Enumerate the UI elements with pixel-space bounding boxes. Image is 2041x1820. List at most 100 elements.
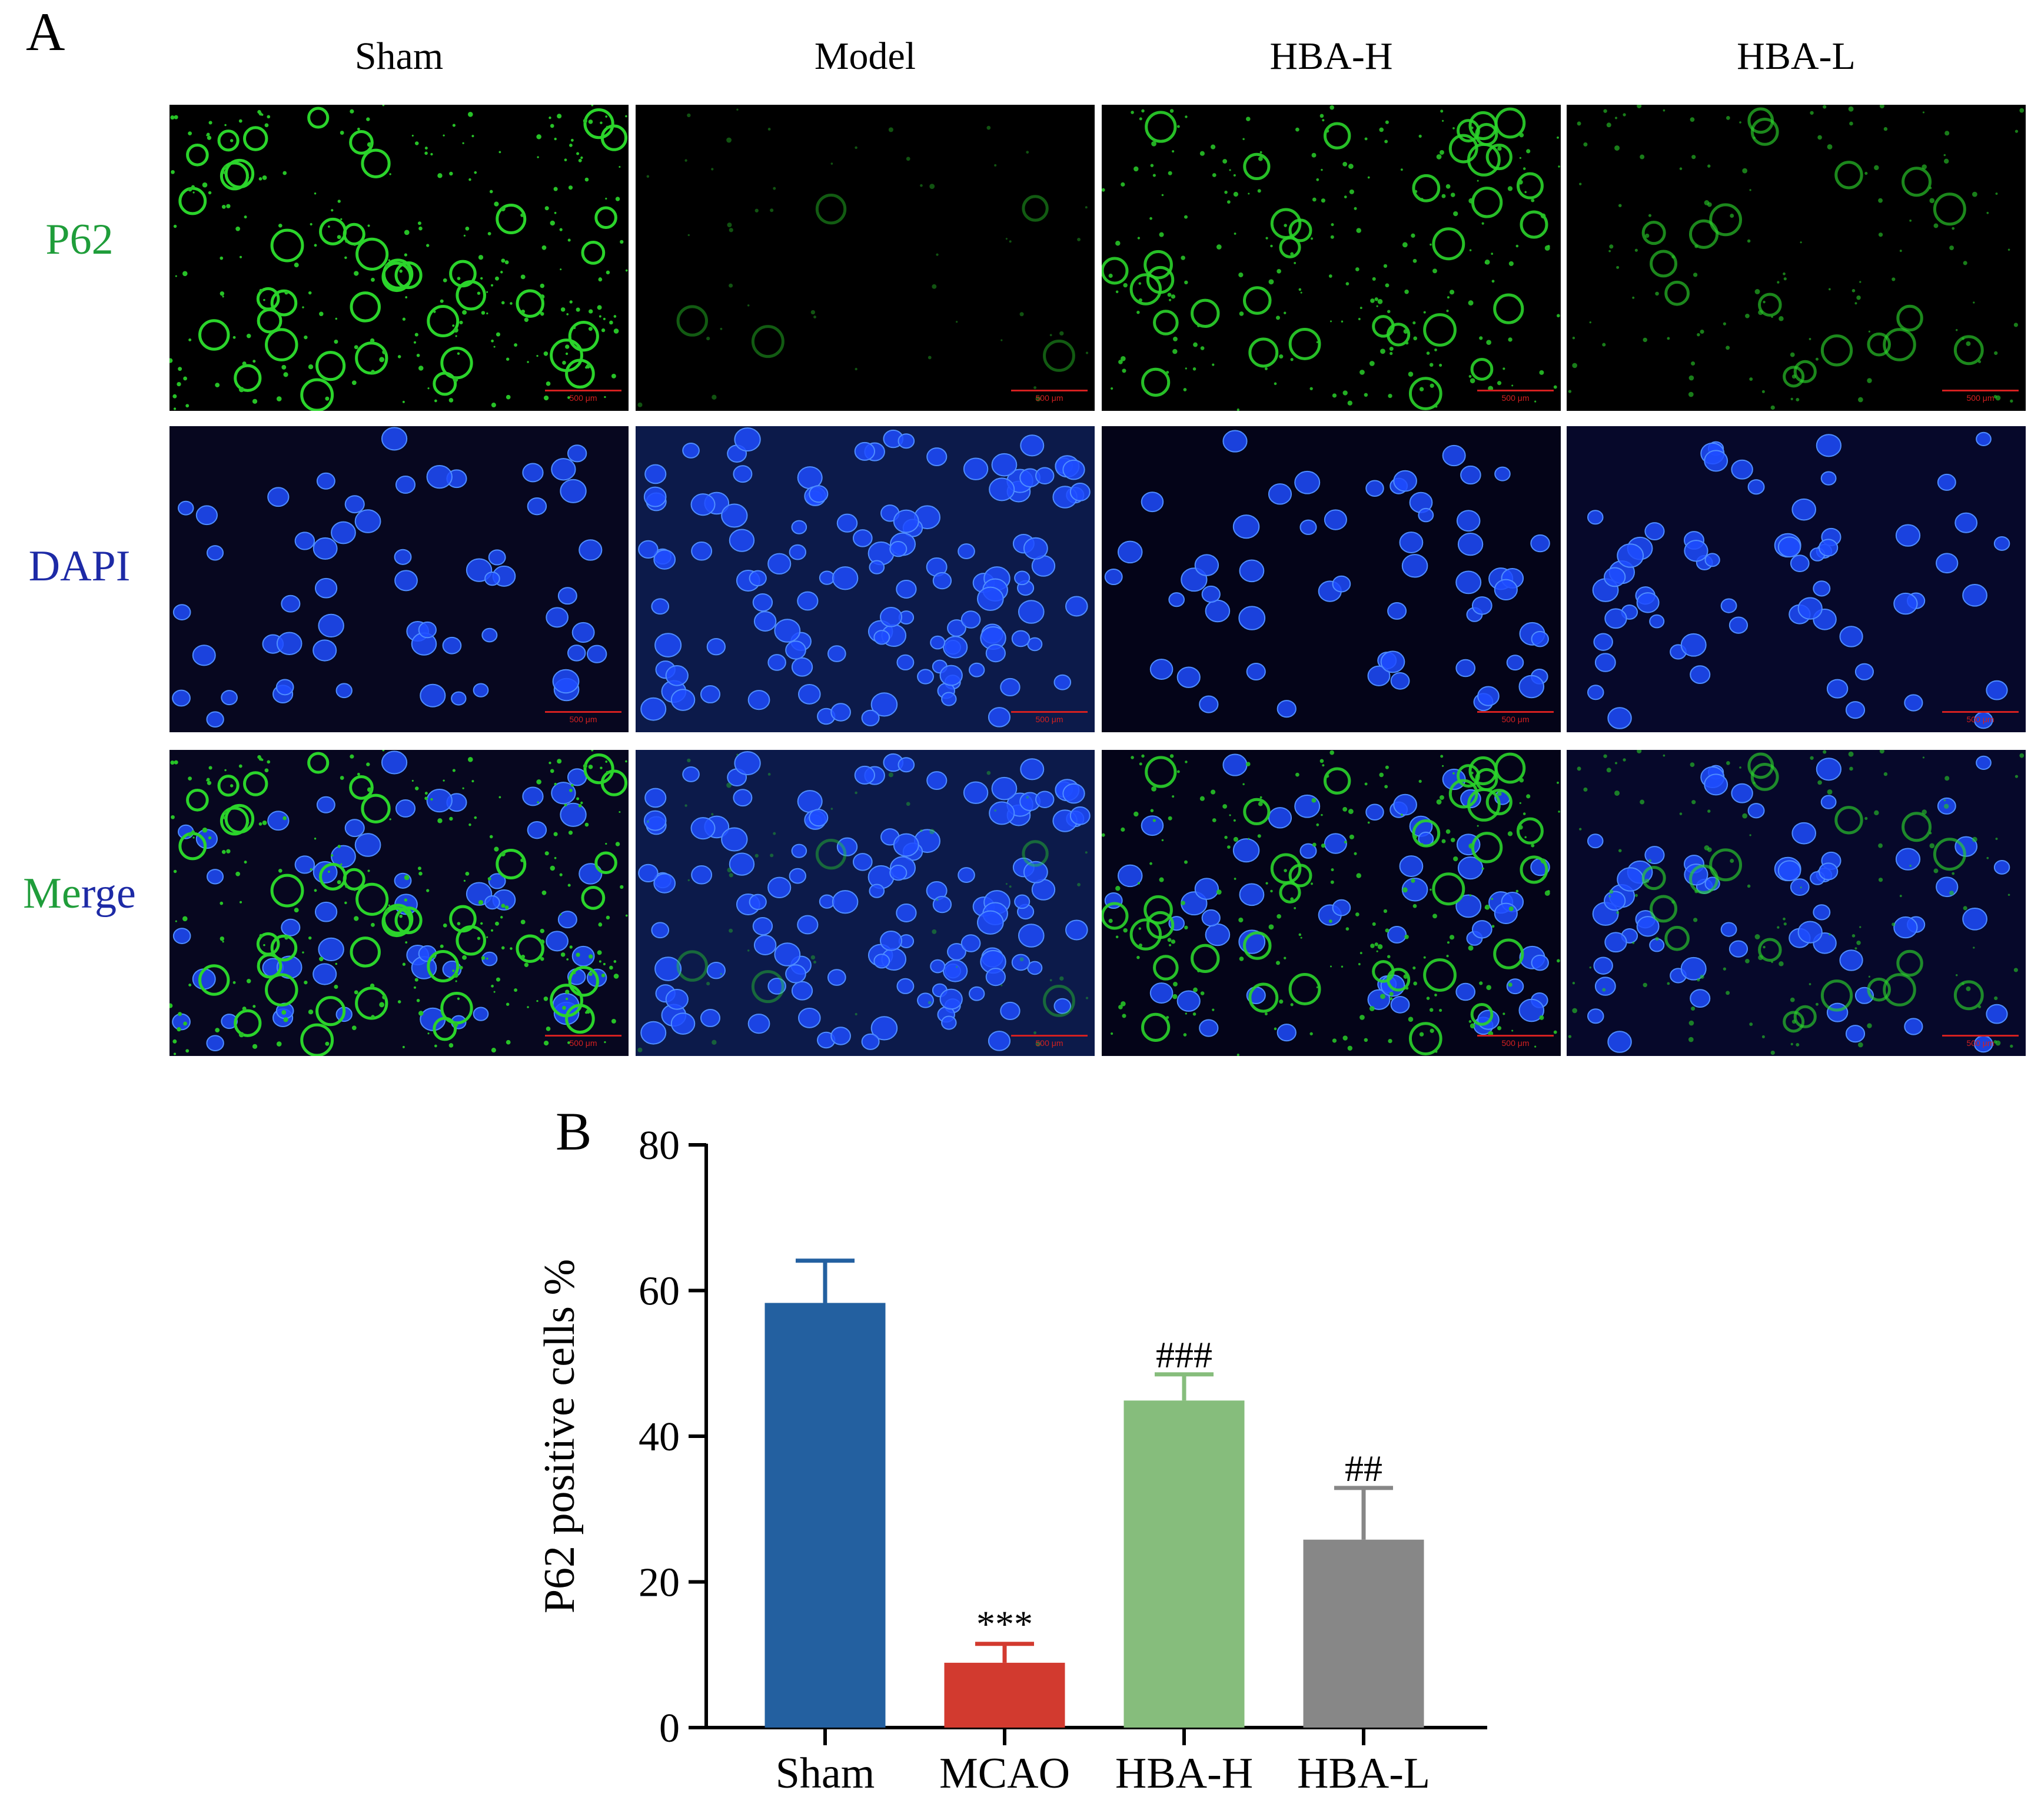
p62-speck: [319, 311, 324, 317]
p62-speck: [929, 829, 935, 835]
p62-speck: [1279, 354, 1284, 359]
p62-speck: [230, 139, 234, 142]
p62-speck: [1005, 238, 1008, 240]
nucleus: [1069, 806, 1091, 825]
p62-speck: [171, 170, 175, 174]
p62-speck: [1385, 765, 1389, 769]
nucleus: [785, 640, 806, 660]
p62-speck: [222, 941, 224, 943]
p62-cell: [550, 984, 583, 1018]
p62-speck: [1248, 838, 1250, 840]
p62-speck: [544, 206, 549, 211]
p62-speck: [1602, 343, 1606, 347]
scale-bar-label: 500 μm: [1501, 715, 1530, 724]
scale-bar-label: 500 μm: [1966, 1038, 1995, 1048]
nucleus: [1011, 630, 1031, 647]
p62-speck: [310, 868, 313, 871]
p62-speck: [1166, 371, 1169, 374]
p62-speck: [1403, 329, 1408, 334]
p62-speck: [314, 244, 317, 247]
p62-speck: [1277, 269, 1281, 274]
p62-speck: [599, 315, 601, 318]
p62-speck: [1688, 375, 1694, 381]
p62-speck: [174, 760, 178, 765]
nucleus: [752, 916, 773, 936]
p62-speck: [1470, 378, 1475, 384]
p62-cell: [300, 378, 334, 411]
nucleus: [1986, 680, 2008, 700]
p62-speck: [1796, 397, 1800, 401]
p62-speck: [1118, 1005, 1123, 1009]
p62-speck: [1883, 127, 1888, 131]
p62-speck: [453, 377, 458, 383]
nucleus: [1011, 954, 1031, 971]
nucleus: [1531, 630, 1549, 647]
p62-speck: [506, 357, 510, 361]
p62-speck: [1192, 367, 1196, 371]
p62-speck: [1637, 105, 1642, 108]
scale-bar-line: [1942, 711, 2019, 713]
scale-bar-label: 500 μm: [569, 1038, 597, 1048]
p62-speck: [337, 235, 341, 240]
p62-speck: [474, 171, 477, 174]
p62-speck: [1468, 198, 1474, 204]
nucleus: [1954, 836, 1978, 857]
p62-speck: [1688, 391, 1694, 397]
p62-speck: [1815, 357, 1819, 361]
p62-speck: [1372, 277, 1376, 281]
p62-speck: [1354, 207, 1357, 210]
p62-speck: [1508, 982, 1513, 987]
nucleus: [830, 703, 851, 722]
p62-speck: [1295, 772, 1299, 777]
p62-speck: [2007, 248, 2010, 251]
p62-speck: [1136, 955, 1140, 959]
p62-speck: [440, 299, 444, 303]
p62-cell: [815, 193, 847, 225]
nucleus: [1399, 532, 1424, 554]
p62-speck: [416, 353, 420, 357]
p62-cell: [568, 966, 599, 997]
p62-speck: [1166, 1016, 1169, 1019]
p62-cell: [355, 987, 388, 1020]
p62-cell: [257, 308, 282, 334]
nucleus: [381, 750, 408, 775]
nucleus: [192, 645, 216, 666]
p62-speck: [314, 889, 317, 892]
nucleus: [1332, 899, 1351, 916]
p62-speck: [1851, 289, 1856, 293]
p62-speck: [736, 753, 739, 756]
nucleus: [879, 931, 903, 951]
p62-speck: [183, 376, 187, 381]
p62-speck: [1374, 297, 1378, 301]
p62-speck: [220, 936, 225, 941]
p62-speck: [1211, 789, 1216, 795]
p62-speck: [1414, 190, 1418, 193]
p62-speck: [463, 879, 466, 882]
p62-speck: [1364, 137, 1368, 141]
p62-speck: [1033, 1031, 1037, 1035]
p62-speck: [325, 1041, 330, 1046]
p62-speck: [242, 1007, 247, 1011]
p62-speck: [1420, 198, 1424, 201]
p62-speck: [232, 981, 236, 984]
p62-cell: [1270, 208, 1302, 240]
p62-speck: [496, 977, 501, 982]
nucleus: [395, 799, 416, 818]
p62-speck: [257, 109, 261, 114]
p62-speck: [1623, 113, 1626, 117]
nucleus: [670, 689, 696, 711]
p62-speck: [1418, 134, 1422, 138]
p62-cell: [1043, 339, 1075, 372]
nucleus: [958, 543, 975, 560]
p62-speck: [550, 124, 554, 128]
p62-speck: [345, 240, 348, 243]
p62-speck: [397, 355, 401, 358]
p62-speck: [568, 185, 573, 190]
p62-speck: [1222, 804, 1228, 809]
nucleus: [879, 607, 903, 627]
nucleus: [195, 505, 218, 526]
nucleus: [870, 1016, 898, 1041]
p62-speck: [1115, 886, 1121, 891]
p62-speck: [1663, 109, 1666, 112]
